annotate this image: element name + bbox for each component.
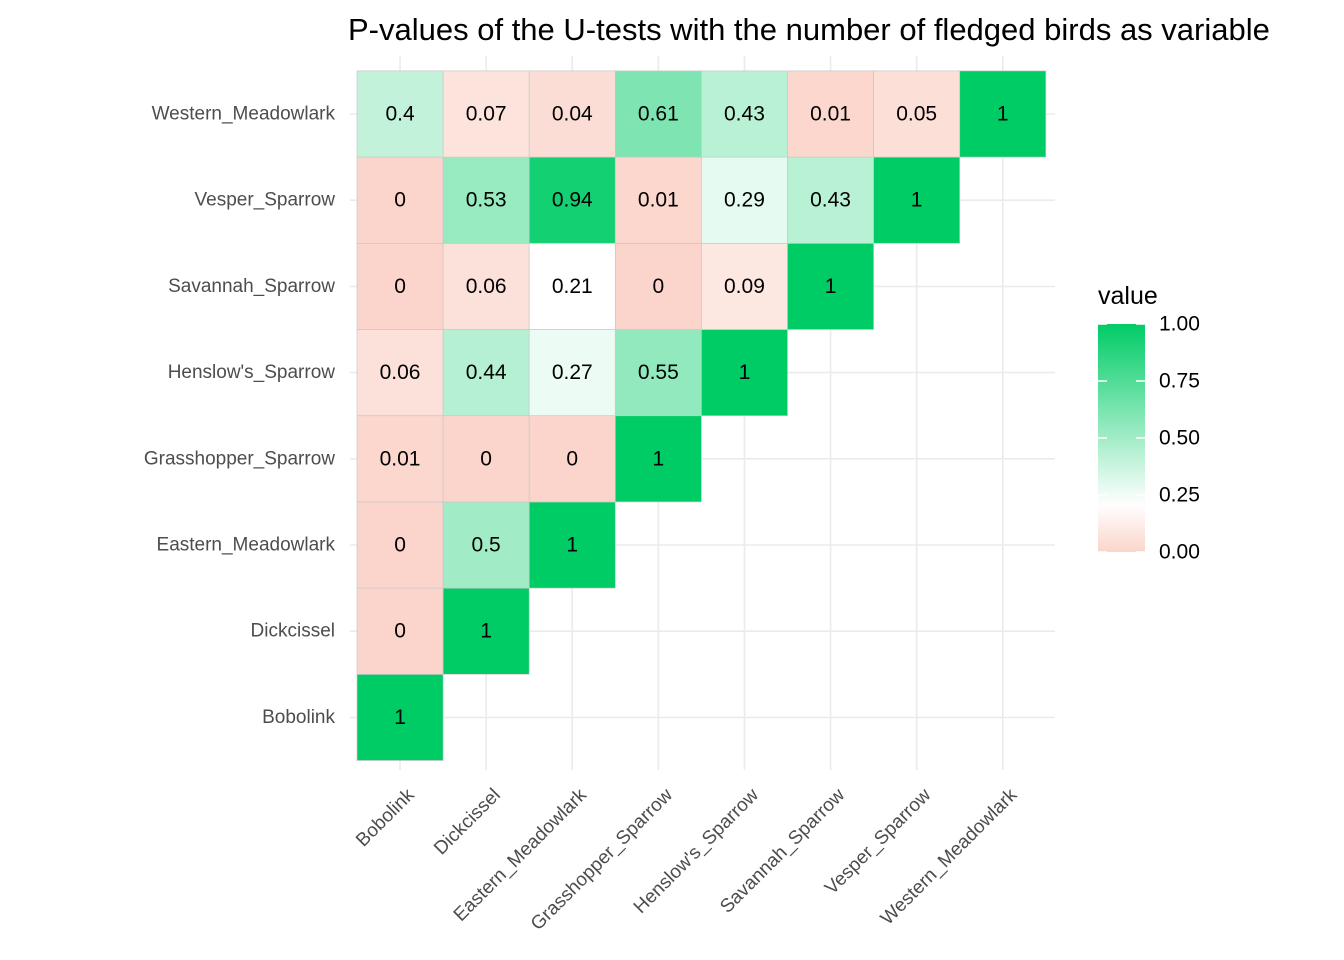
heatmap-cell: [356, 415, 444, 503]
cell-value-label: 0.01: [810, 103, 851, 126]
heatmap-cell: [356, 673, 444, 761]
cell-value-label: 0.21: [552, 275, 593, 298]
cell-value-label: 0.06: [466, 275, 507, 298]
heatmap-cell: [787, 70, 874, 158]
cell-value-label: 0.01: [638, 189, 679, 212]
heatmap-cell: [528, 415, 616, 503]
heatmap-cell: [701, 329, 788, 417]
heatmap-cell: [442, 415, 530, 503]
cell-value-label: 1: [653, 447, 665, 470]
cell-value-label: 1: [911, 189, 923, 212]
heatmap-cell: [614, 70, 702, 158]
heatmap-cell: [528, 329, 616, 417]
y-tick-label: Savannah_Sparrow: [168, 276, 335, 297]
heatmap-cell: [701, 70, 788, 158]
heatmap-cell: [787, 242, 874, 330]
cell-value-label: 0: [653, 275, 665, 298]
heatmap-cell: [356, 329, 444, 417]
heatmap-cell: [614, 242, 702, 330]
heatmap-cell: [701, 156, 788, 244]
heatmap-cell: [528, 501, 616, 589]
cell-value-label: 0.55: [638, 361, 679, 384]
cell-value-label: 0: [394, 534, 406, 557]
cell-value-label: 0.05: [896, 103, 937, 126]
x-axis-tick-labels: Bobolink DickcisselEastern_MeadowlarkGras…: [352, 784, 1021, 934]
cell-value-label: 0.07: [466, 103, 507, 126]
y-tick-label: Bobolink: [262, 707, 335, 728]
cell-value-label: 0: [394, 620, 406, 643]
heatmap-cell: [873, 70, 961, 158]
y-tick-label: Western_Meadowlark: [152, 104, 336, 125]
cell-value-label: 0.4: [385, 103, 415, 126]
heatmap-cell: [356, 156, 444, 244]
heatmap-cell: [356, 501, 444, 589]
cell-value-label: 0.09: [724, 275, 765, 298]
cell-value-label: 0.94: [552, 189, 593, 212]
y-tick-label: Dickcissel: [251, 621, 335, 642]
heatmap-cell: [356, 587, 444, 675]
cell-value-label: 0.06: [380, 361, 421, 384]
cell-value-label: 0: [394, 189, 406, 212]
cell-value-label: 0: [566, 447, 578, 470]
y-tick-label: Eastern_Meadowlark: [157, 535, 336, 556]
cell-value-label: 0: [394, 275, 406, 298]
cell-value-label: 0.43: [810, 189, 851, 212]
legend-tick-label: 0.75: [1159, 370, 1200, 393]
cell-value-label: 1: [480, 620, 492, 643]
cell-value-label: 0.5: [472, 534, 501, 557]
y-tick-label: Henslow's_Sparrow: [168, 362, 336, 383]
cell-value-label: 0.61: [638, 103, 679, 126]
heatmap-cell: [873, 156, 961, 244]
heatmap-cell: [701, 242, 788, 330]
cell-value-label: 1: [997, 103, 1009, 126]
cell-value-label: 1: [566, 534, 578, 557]
cell-value-label: 0: [480, 447, 492, 470]
y-tick-label: Vesper_Sparrow: [195, 190, 336, 211]
x-tick-label: Dickcissel: [430, 785, 505, 860]
legend-title: value: [1098, 282, 1158, 310]
cell-value-label: 0.27: [552, 361, 593, 384]
heatmap-cell: [442, 242, 530, 330]
chart-title: P-values of the U-tests with the number …: [348, 12, 1270, 47]
x-tick-label: Grasshopper_Sparrow: [527, 785, 677, 935]
heatmap-cell: [614, 415, 702, 503]
y-axis-tick-labels: Bobolink Dickcissel Eastern_Meadowlark Gras…: [144, 104, 336, 728]
cell-value-label: 0.29: [724, 189, 765, 212]
cell-value-label: 1: [739, 361, 751, 384]
heatmap-cell: [442, 70, 530, 158]
heatmap-cell: [528, 70, 616, 158]
legend-tick-label: 1.00: [1159, 313, 1200, 336]
cell-value-label: 1: [394, 706, 406, 729]
legend-tick-label: 0.25: [1159, 484, 1200, 507]
heatmap-cells: 1 0 1 0 0.5 1 0.01 0 0 1 0.06 0.44 0.27 0.55 1 0 0.06 0.2…: [356, 70, 1047, 761]
cell-value-label: 0.53: [466, 189, 507, 212]
heatmap-cell: [442, 329, 530, 417]
heatmap-cell: [959, 70, 1047, 158]
heatmap-cell: [614, 329, 702, 417]
heatmap-cell: [356, 242, 444, 330]
cell-value-label: 0.01: [380, 447, 421, 470]
cell-value-label: 0.44: [466, 361, 507, 384]
x-tick-label: Bobolink: [352, 784, 419, 851]
heatmap-cell: [528, 242, 616, 330]
color-legend: value 0.00 0.25 0.50 0.75 1.00: [1098, 282, 1200, 564]
legend-tick-label: 0.00: [1159, 541, 1200, 564]
heatmap-cell: [442, 587, 530, 675]
y-tick-label: Grasshopper_Sparrow: [144, 448, 335, 469]
heatmap-cell: [442, 156, 530, 244]
legend-tick-label: 0.50: [1159, 427, 1200, 450]
heatmap-cell: [442, 501, 530, 589]
cell-value-label: 1: [825, 275, 837, 298]
cell-value-label: 0.04: [552, 103, 593, 126]
cell-value-label: 0.43: [724, 103, 765, 126]
